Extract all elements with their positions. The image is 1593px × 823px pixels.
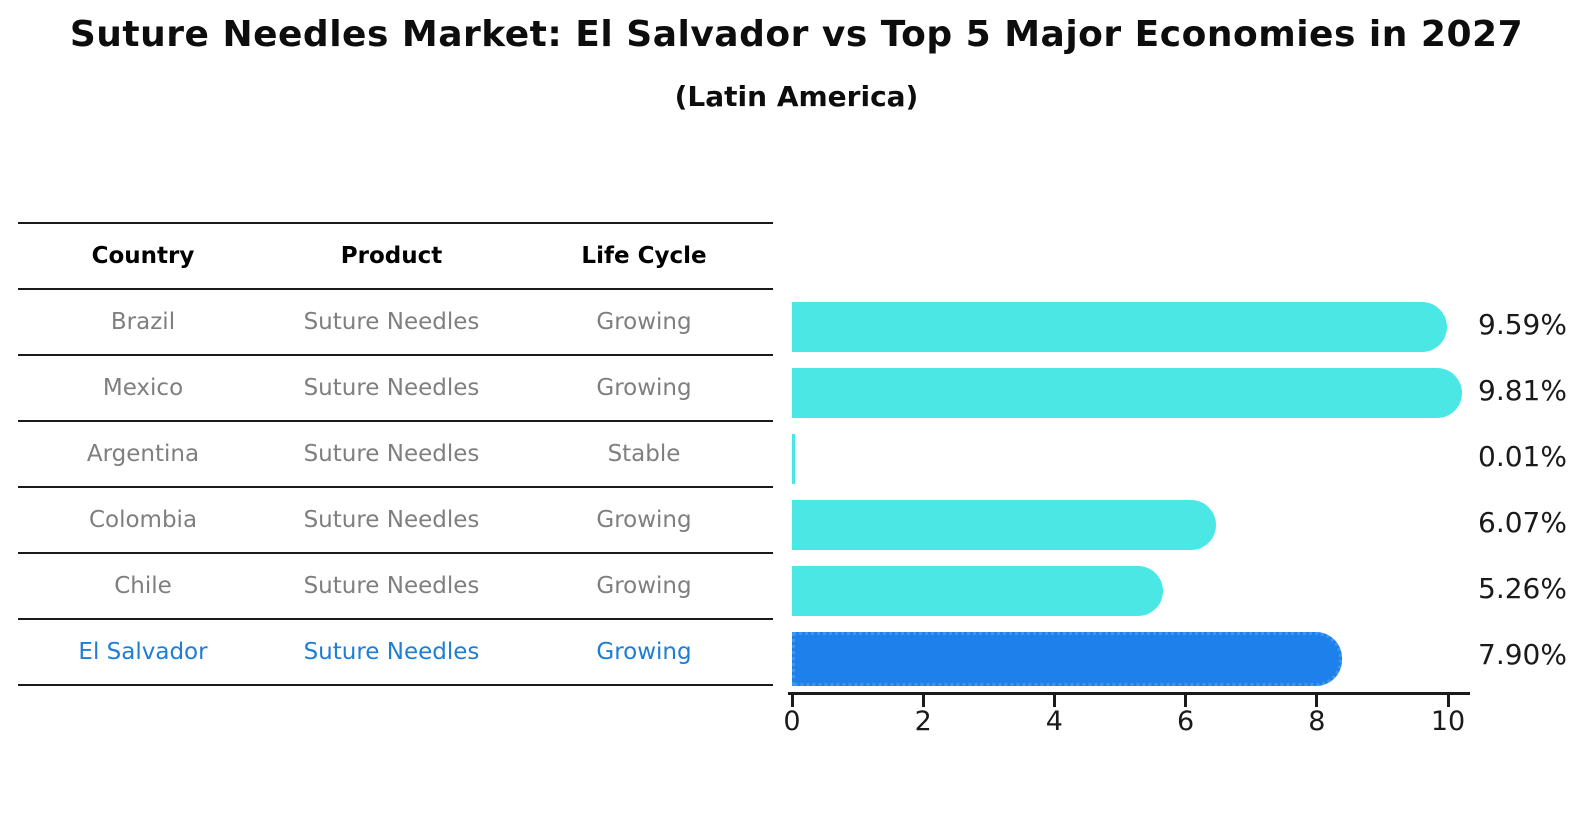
cell-product: Suture Needles bbox=[303, 309, 480, 335]
cell-product: Suture Needles bbox=[303, 375, 480, 401]
cell-product: Suture Needles bbox=[303, 507, 480, 533]
cell-country: Argentina bbox=[86, 441, 200, 467]
cell-product: Suture Needles bbox=[303, 639, 480, 665]
cell-country: Mexico bbox=[102, 375, 184, 401]
table-row: Colombia Suture Needles Growing bbox=[18, 488, 773, 554]
x-axis-tick bbox=[790, 695, 794, 707]
cell-product: Suture Needles bbox=[303, 573, 480, 599]
bar-brazil bbox=[792, 302, 1448, 352]
table-header-row: Country Product Life Cycle bbox=[18, 224, 773, 290]
header-life-cycle: Life Cycle bbox=[581, 243, 707, 269]
x-axis-tick bbox=[1052, 695, 1056, 707]
x-axis-tick bbox=[1184, 695, 1188, 707]
bar-mexico bbox=[792, 368, 1462, 418]
header-product: Product bbox=[340, 243, 443, 269]
value-label: 5.26% bbox=[1478, 572, 1567, 605]
x-axis-tick-label: 0 bbox=[783, 706, 801, 737]
cell-life-cycle: Growing bbox=[596, 573, 692, 599]
value-label: 6.07% bbox=[1478, 506, 1567, 539]
value-label: 7.90% bbox=[1478, 638, 1567, 671]
x-axis-tick-label: 4 bbox=[1045, 706, 1063, 737]
cell-life-cycle: Growing bbox=[596, 639, 692, 665]
bar-el-salvador bbox=[792, 632, 1343, 686]
cell-life-cycle: Growing bbox=[596, 375, 692, 401]
chart-title: Suture Needles Market: El Salvador vs To… bbox=[69, 14, 1524, 55]
cell-life-cycle: Stable bbox=[607, 441, 681, 467]
cell-product: Suture Needles bbox=[303, 441, 480, 467]
value-label: 0.01% bbox=[1478, 440, 1567, 473]
chart-subtitle: (Latin America) bbox=[674, 80, 919, 113]
cell-life-cycle: Growing bbox=[596, 507, 692, 533]
bar-chile bbox=[792, 566, 1164, 616]
x-axis-tick-label: 6 bbox=[1177, 706, 1195, 737]
table-row: El Salvador Suture Needles Growing bbox=[18, 620, 773, 686]
x-axis-tick bbox=[1446, 695, 1450, 707]
country-table: Country Product Life Cycle Brazil Suture… bbox=[18, 222, 773, 686]
bar-colombia bbox=[792, 500, 1217, 550]
header-country: Country bbox=[91, 243, 195, 269]
table-row: Mexico Suture Needles Growing bbox=[18, 356, 773, 422]
cell-country: Chile bbox=[114, 573, 172, 599]
value-label: 9.81% bbox=[1478, 374, 1567, 407]
x-axis-line bbox=[788, 692, 1470, 695]
x-axis-tick-label: 8 bbox=[1308, 706, 1326, 737]
table-row: Argentina Suture Needles Stable bbox=[18, 422, 773, 488]
bar-argentina bbox=[792, 434, 795, 484]
cell-country: Colombia bbox=[88, 507, 198, 533]
x-axis-tick bbox=[921, 695, 925, 707]
x-axis-tick-label: 10 bbox=[1430, 706, 1466, 737]
value-label: 9.59% bbox=[1478, 308, 1567, 341]
x-axis-tick-label: 2 bbox=[914, 706, 932, 737]
cell-life-cycle: Growing bbox=[596, 309, 692, 335]
table-row: Chile Suture Needles Growing bbox=[18, 554, 773, 620]
x-axis-tick bbox=[1315, 695, 1319, 707]
table-row: Brazil Suture Needles Growing bbox=[18, 290, 773, 356]
cell-country: El Salvador bbox=[78, 639, 208, 665]
cell-country: Brazil bbox=[110, 309, 176, 335]
